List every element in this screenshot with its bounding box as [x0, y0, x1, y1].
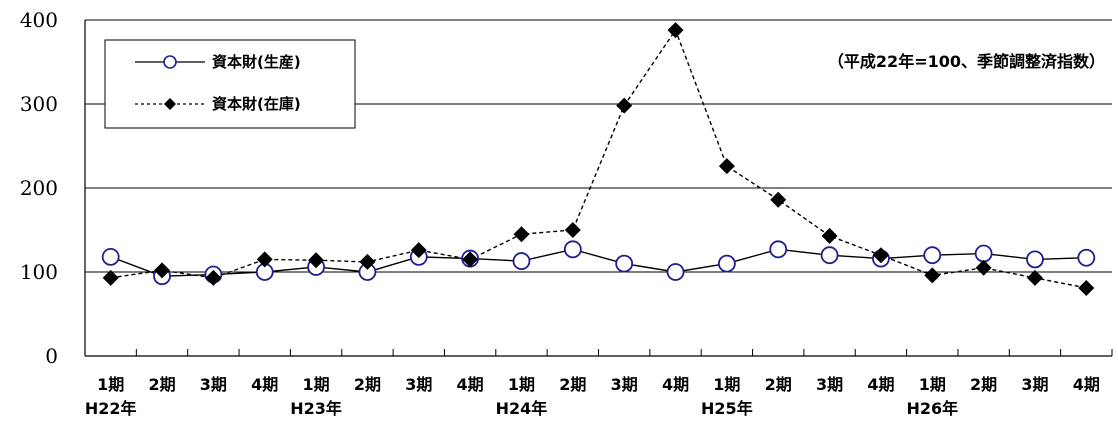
- production-point: [563, 240, 582, 259]
- inventory-point: [821, 227, 838, 244]
- x-year-label: H22年: [85, 399, 137, 418]
- production-point: [974, 244, 993, 263]
- inventory-point: [1078, 279, 1095, 296]
- legend-box: [104, 39, 356, 129]
- inventory-point: [205, 269, 222, 286]
- legend-label-inventory: 資本財(在庫): [212, 95, 301, 113]
- production-point: [820, 246, 839, 265]
- inventory-point: [102, 269, 119, 286]
- production-point: [1077, 248, 1096, 267]
- x-year-label: H23年: [290, 399, 342, 418]
- series-line-1: [110, 28, 1087, 289]
- inventory-point: [410, 242, 427, 259]
- x-tick-label: 4期: [251, 375, 278, 394]
- y-tick-label-300: 300: [20, 92, 58, 116]
- inventory-point: [1026, 269, 1043, 286]
- x-tick-label: 4期: [1073, 375, 1100, 394]
- x-tick-label: 4期: [867, 375, 894, 394]
- x-year-label: H26年: [906, 399, 958, 418]
- y-tick-label-200: 200: [20, 176, 58, 200]
- inventory-point: [872, 247, 889, 264]
- legend-marker-production: [163, 55, 177, 69]
- inventory-point: [975, 259, 992, 276]
- axes: [84, 20, 1113, 357]
- legend: 資本財(生産) 資本財(在庫): [104, 39, 356, 129]
- x-tick-label: 2期: [970, 375, 997, 394]
- x-tick-labels: 1期 2期 3期 4期 1期 2期 3期 4期 1期 2期 3期 4期 1期 2期 3期 4期 1期 2期 3期 4期…: [85, 375, 1100, 418]
- x-tick-label: 3期: [1021, 375, 1048, 394]
- legend-label-production: 資本財(生産): [212, 53, 301, 71]
- production-point: [717, 254, 736, 273]
- series-lines: [101, 22, 1096, 296]
- inventory-point: [616, 97, 633, 114]
- x-tick-label: 3期: [405, 375, 432, 394]
- x-tick-label: 1期: [713, 375, 740, 394]
- production-point: [1026, 250, 1044, 269]
- production-point: [512, 252, 531, 270]
- inventory-point: [924, 267, 941, 284]
- x-tick-label: 3期: [200, 375, 227, 394]
- chart-note: （平成22年=100、季節調整済指数）: [828, 52, 1105, 71]
- x-year-label: H24年: [496, 399, 548, 418]
- x-tick-label: 2期: [354, 375, 381, 394]
- x-tick-label: 2期: [559, 375, 586, 394]
- x-tick-label: 1期: [97, 375, 124, 394]
- x-tick-label: 1期: [919, 375, 946, 394]
- production-point: [923, 246, 942, 265]
- x-tick-label: 4期: [457, 375, 484, 394]
- x-tick-label: 2期: [148, 375, 175, 394]
- production-point: [769, 240, 788, 259]
- x-tick-label: 1期: [508, 375, 535, 394]
- y-tick-label-400: 400: [20, 8, 58, 32]
- x-tick-label: 3期: [816, 375, 843, 394]
- production-point: [101, 247, 120, 266]
- production-point: [666, 263, 685, 281]
- inventory-point: [256, 251, 273, 268]
- x-year-label: H25年: [701, 399, 753, 418]
- inventory-point: [308, 252, 325, 269]
- legend-marker-inventory: [164, 98, 176, 110]
- inventory-point: [154, 262, 171, 279]
- y-tick-label-0: 0: [45, 344, 58, 368]
- y-tick-label-100: 100: [20, 260, 58, 284]
- inventory-point: [667, 22, 684, 39]
- inventory-point: [564, 222, 581, 238]
- inventory-point: [770, 191, 787, 208]
- inventory-point: [359, 253, 376, 270]
- x-tick-label: 4期: [662, 375, 689, 394]
- x-tick-label: 1期: [303, 375, 330, 394]
- inventory-point: [462, 251, 479, 268]
- inventory-point: [513, 226, 530, 243]
- x-tick-label: 2期: [765, 375, 792, 394]
- inventory-point: [718, 158, 735, 175]
- y-tick-labels: 0 100 200 300 400: [20, 8, 58, 368]
- production-point: [615, 254, 634, 273]
- x-tick-label: 3期: [611, 375, 638, 394]
